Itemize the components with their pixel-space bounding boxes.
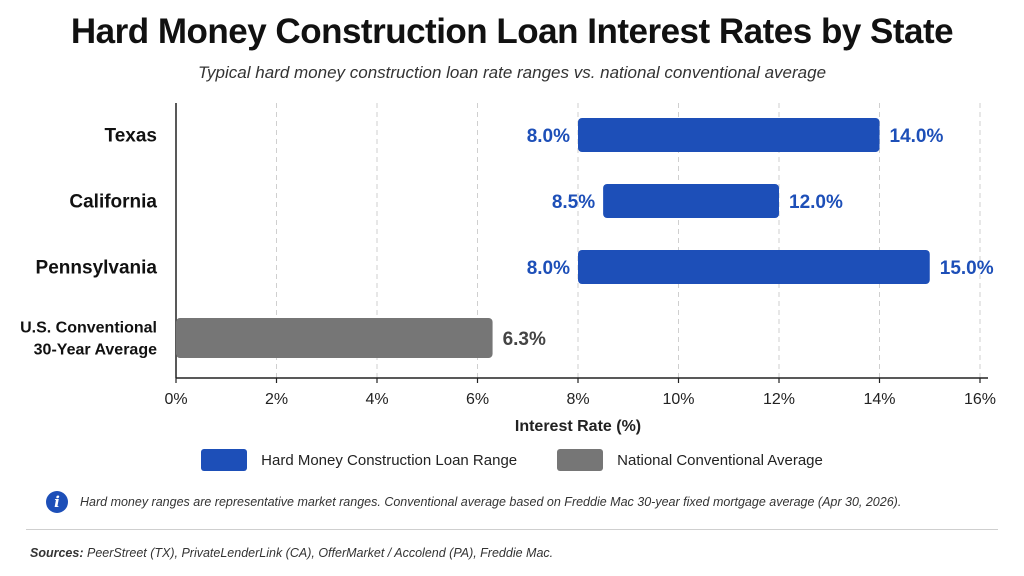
x-tick-label: 6% <box>466 391 489 408</box>
range-high-label: 12.0% <box>789 192 843 213</box>
range-high-label: 15.0% <box>940 258 994 279</box>
x-tick-label: 4% <box>365 391 388 408</box>
range-bar <box>603 184 779 218</box>
conventional-value-label: 6.3% <box>503 329 546 350</box>
category-label: California <box>69 192 157 213</box>
range-low-label: 8.0% <box>527 126 570 147</box>
x-tick-label: 2% <box>265 391 288 408</box>
category-label: Pennsylvania <box>36 258 158 279</box>
x-tick-label: 16% <box>964 391 996 408</box>
x-tick-label: 0% <box>164 391 187 408</box>
conventional-bar <box>176 318 493 358</box>
range-bar <box>578 118 880 152</box>
rate-chart: 0% 2% 4% 6% 8% 10% 12% 14% 16% Interest Rate (%) T… <box>20 103 996 435</box>
category-label: 30-Year Average <box>34 342 157 359</box>
legend-item-hard-money: Hard Money Construction Loan Range <box>201 449 517 471</box>
divider <box>26 529 998 530</box>
chart-legend: Hard Money Construction Loan Range Natio… <box>0 449 1024 471</box>
legend-label-hard-money: Hard Money Construction Loan Range <box>261 451 518 469</box>
x-tick-label: 10% <box>662 391 694 408</box>
chart-title: Hard Money Construction Loan Interest Ra… <box>70 12 954 51</box>
x-tick-label: 14% <box>863 391 895 408</box>
footnote: i Hard money ranges are representative m… <box>46 491 901 513</box>
legend-label-conventional: National Conventional Average <box>617 451 823 469</box>
category-label: U.S. Conventional <box>20 320 157 337</box>
sources: Sources: PeerStreet (TX), PrivateLenderL… <box>30 546 553 560</box>
range-low-label: 8.5% <box>552 192 595 213</box>
legend-item-conventional: National Conventional Average <box>557 449 823 471</box>
legend-swatch-hard-money <box>201 449 248 471</box>
category-label: Texas <box>105 126 157 147</box>
x-tick-label: 12% <box>763 391 795 408</box>
sources-text: PeerStreet (TX), PrivateLenderLink (CA),… <box>86 546 554 560</box>
x-axis-label: Interest Rate (%) <box>515 418 641 435</box>
legend-swatch-conventional <box>557 449 604 471</box>
x-tick-label: 8% <box>566 391 589 408</box>
info-icon: i <box>46 491 68 513</box>
chart-subtitle: Typical hard money construction loan rat… <box>197 63 827 82</box>
sources-label: Sources: <box>30 546 84 560</box>
range-high-label: 14.0% <box>890 126 944 147</box>
footnote-text: Hard money ranges are representative mar… <box>80 495 902 509</box>
range-bar <box>578 250 930 284</box>
range-low-label: 8.0% <box>527 258 570 279</box>
